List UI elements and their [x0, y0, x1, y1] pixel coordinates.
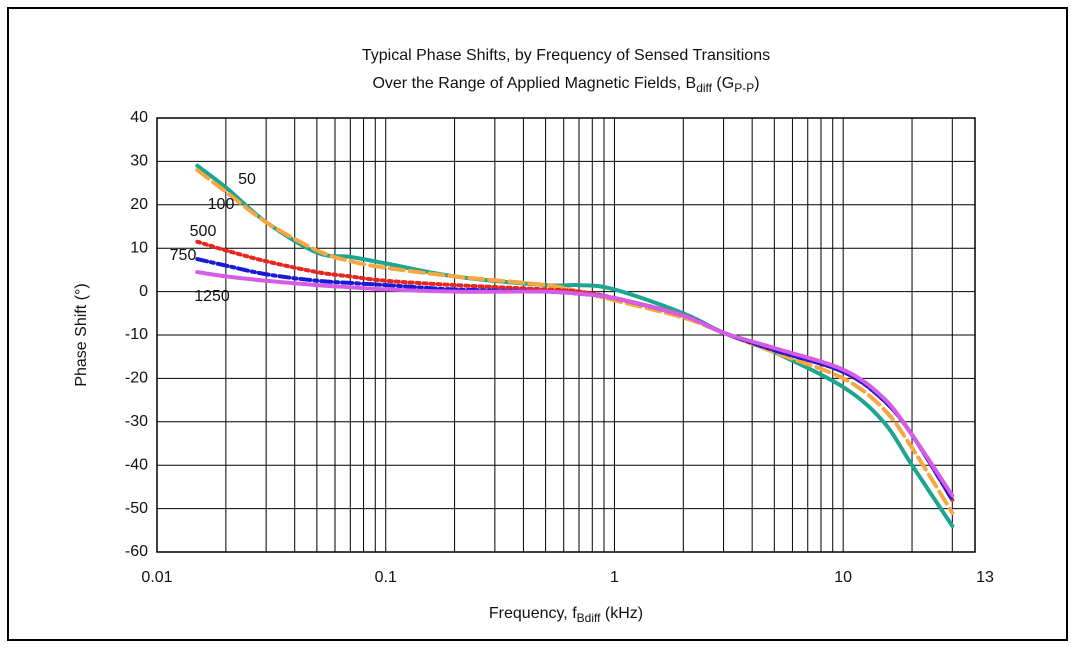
- chart-title: Typical Phase Shifts, by Frequency of Se…: [362, 47, 770, 64]
- x-label-sub: Bdiff: [577, 611, 601, 625]
- x-tick-label: 1: [610, 569, 619, 586]
- subtitle-sub: diff: [696, 81, 712, 95]
- series-label: 50: [238, 171, 256, 188]
- series-line: [195, 168, 955, 515]
- y-tick-label: 0: [139, 283, 148, 300]
- series-label: 500: [190, 223, 217, 240]
- series-line: [195, 163, 955, 528]
- x-tick-label: 0.1: [375, 569, 397, 586]
- chart-subtitle: Over the Range of Applied Magnetic Field…: [372, 75, 759, 95]
- y-tick-label: 40: [130, 109, 148, 126]
- subtitle-part: Over the Range of Applied Magnetic Field…: [372, 75, 696, 92]
- x-label-part: Frequency, f: [489, 605, 577, 622]
- series-label: 100: [208, 196, 235, 213]
- series-label: 1250: [194, 288, 230, 305]
- y-tick-label: -40: [125, 456, 148, 473]
- y-tick-label: 30: [130, 153, 148, 170]
- y-tick-label: -10: [125, 326, 148, 343]
- y-tick-label: -50: [125, 500, 148, 517]
- y-tick-label: 10: [130, 239, 148, 256]
- subtitle-part: (G: [712, 75, 734, 92]
- x-end-label: 13: [976, 569, 994, 586]
- y-tick-label: -30: [125, 413, 148, 430]
- series-line: [195, 270, 955, 498]
- x-axis-label: Frequency, fBdiff (kHz): [489, 605, 643, 625]
- frame: [7, 7, 1068, 641]
- x-tick-label: 10: [834, 569, 852, 586]
- subtitle-sub: P-P: [734, 81, 754, 95]
- x-label-part: (kHz): [600, 605, 643, 622]
- y-tick-label: 20: [130, 196, 148, 213]
- plot-area: [156, 117, 976, 553]
- y-tick-label: -20: [125, 370, 148, 387]
- series-label: 750: [170, 247, 197, 264]
- subtitle-part: ): [754, 75, 759, 92]
- y-axis-label: Phase Shift (°): [73, 283, 90, 386]
- x-tick-label: 0.01: [141, 569, 172, 586]
- y-tick-label: -60: [125, 543, 148, 560]
